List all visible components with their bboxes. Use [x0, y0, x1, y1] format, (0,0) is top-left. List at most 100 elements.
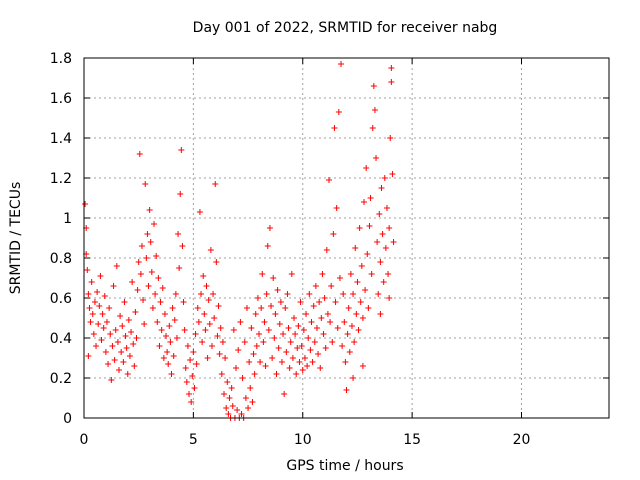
data-point: [332, 299, 339, 305]
data-point: [265, 327, 272, 333]
data-point: [166, 323, 173, 329]
data-point: [322, 345, 329, 351]
data-point: [183, 379, 190, 385]
data-point: [291, 315, 297, 321]
data-point: [359, 315, 366, 321]
data-point: [96, 303, 103, 309]
data-point: [154, 319, 161, 325]
data-point: [336, 275, 343, 281]
data-point: [119, 323, 126, 329]
data-point: [310, 303, 317, 309]
data-point: [161, 311, 168, 317]
data-point: [140, 297, 147, 303]
data-point: [177, 191, 184, 197]
data-point: [196, 209, 203, 215]
y-axis-label: SRMTID / TECUs: [8, 182, 24, 295]
data-point: [379, 231, 386, 237]
data-point: [345, 305, 352, 311]
y-tick-label: 0.2: [50, 371, 72, 387]
data-point: [144, 231, 151, 237]
data-point: [99, 311, 106, 317]
data-point: [89, 311, 96, 317]
data-point: [303, 311, 310, 317]
data-point: [329, 339, 336, 345]
data-point: [125, 317, 132, 323]
data-point: [188, 399, 195, 405]
data-point: [328, 283, 335, 289]
data-point: [274, 287, 281, 293]
data-point: [223, 405, 230, 411]
data-point: [305, 335, 312, 341]
data-point: [113, 263, 120, 269]
data-point: [136, 151, 143, 157]
data-point: [145, 283, 152, 289]
data-point: [278, 359, 285, 365]
data-point: [357, 299, 364, 305]
data-point: [221, 391, 227, 397]
data-point: [370, 83, 377, 89]
data-point: [112, 327, 119, 333]
data-point: [126, 353, 133, 359]
data-point: [123, 345, 130, 351]
data-point: [386, 225, 393, 231]
data-point: [338, 61, 345, 67]
data-point: [192, 331, 199, 337]
data-point: [249, 399, 256, 405]
data-point: [155, 275, 162, 281]
data-point: [306, 291, 313, 297]
data-point: [257, 359, 264, 365]
data-point: [109, 343, 116, 349]
data-point: [387, 135, 394, 141]
data-point: [213, 259, 220, 265]
data-point: [85, 353, 92, 359]
data-point: [160, 355, 167, 361]
data-point: [108, 377, 115, 383]
data-point: [85, 291, 92, 297]
data-point: [133, 335, 140, 341]
data-point: [299, 367, 306, 373]
data-point: [189, 373, 196, 379]
data-point: [195, 319, 202, 325]
data-point: [229, 403, 236, 409]
data-point: [124, 371, 131, 377]
y-tick-label: 1.8: [50, 51, 72, 67]
data-point: [320, 331, 327, 337]
data-point: [194, 305, 201, 311]
data-point: [131, 363, 138, 369]
data-point: [241, 339, 248, 345]
data-point: [137, 271, 144, 277]
data-point: [269, 355, 276, 361]
data-point: [203, 283, 210, 289]
data-point: [346, 349, 353, 355]
data-point: [390, 239, 397, 245]
data-point: [254, 295, 261, 301]
data-point: [98, 337, 105, 343]
data-point: [159, 285, 166, 291]
data-point: [335, 109, 342, 115]
y-tick-label: 1: [63, 211, 72, 227]
data-point: [295, 323, 302, 329]
data-point: [208, 343, 215, 349]
data-point: [356, 225, 363, 231]
data-point: [347, 271, 354, 277]
data-point: [103, 319, 110, 325]
data-point: [184, 343, 191, 349]
data-point: [260, 339, 267, 345]
data-point: [333, 205, 340, 211]
data-point: [259, 271, 266, 277]
data-point: [268, 303, 275, 309]
data-point: [173, 335, 180, 341]
data-point: [313, 325, 320, 331]
data-point: [371, 107, 378, 113]
data-point: [307, 347, 314, 353]
y-tick-label: 1.2: [50, 171, 72, 187]
data-point: [247, 385, 254, 391]
data-point: [309, 359, 316, 365]
data-point: [354, 279, 361, 285]
data-point: [308, 319, 315, 325]
data-point: [87, 319, 94, 325]
data-point: [368, 271, 375, 277]
data-point: [324, 311, 331, 317]
data-point: [300, 327, 307, 333]
data-point: [206, 321, 213, 327]
